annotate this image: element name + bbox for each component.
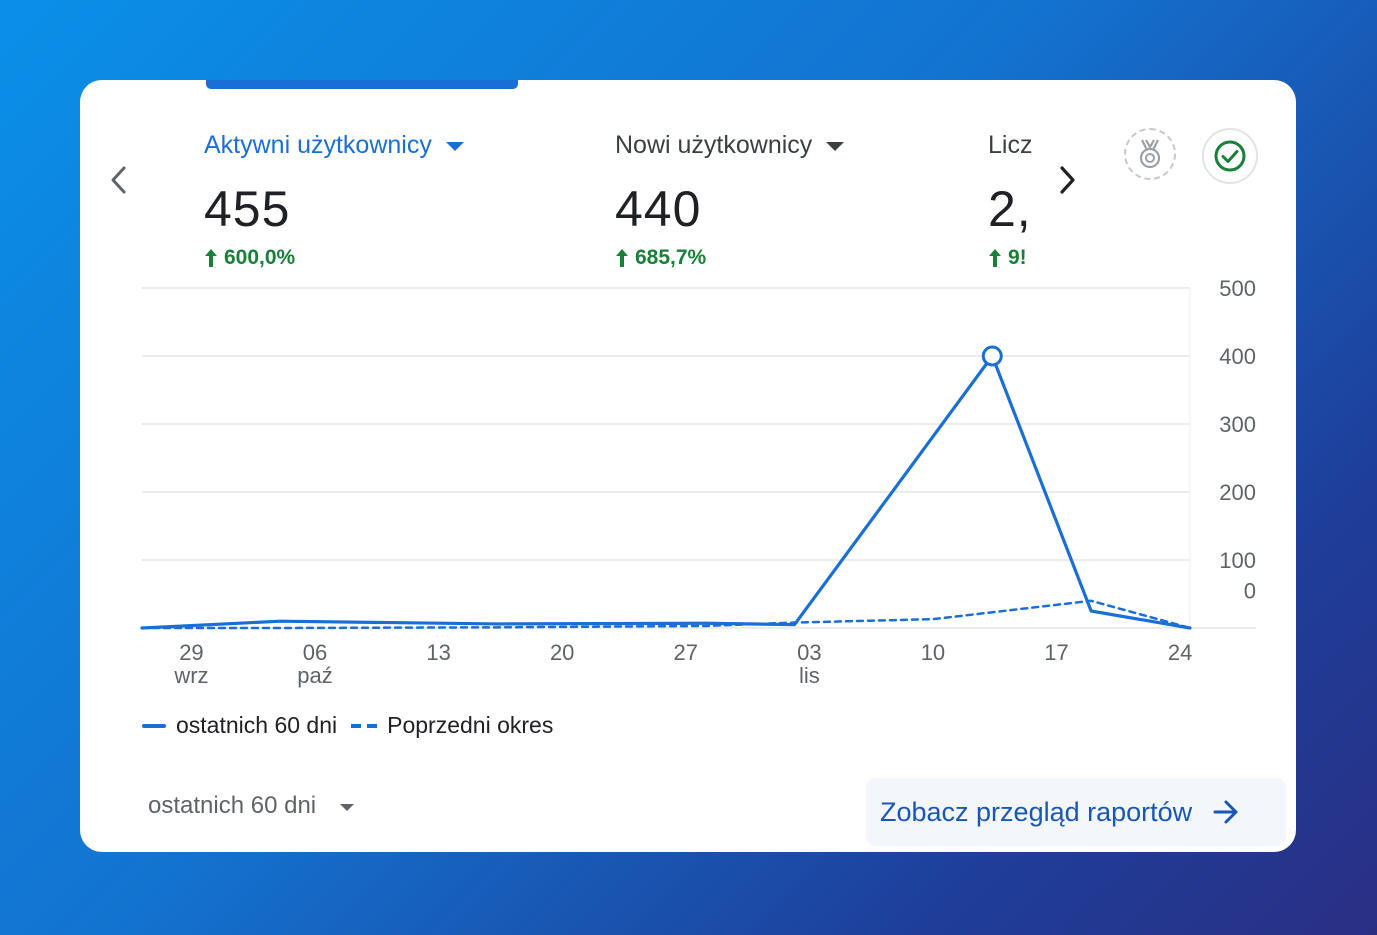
metric-value: 455 — [204, 181, 291, 237]
chevron-left-icon — [111, 166, 126, 194]
metric-change: 685,7% — [615, 246, 844, 270]
legend-item-current: ostatnich 60 dni — [142, 712, 337, 739]
medal-icon — [1139, 139, 1161, 169]
metric-label[interactable]: Nowi użytkownicy — [615, 120, 845, 170]
x-tick-label: 03 — [797, 640, 821, 665]
x-tick-label: 10 — [921, 640, 945, 665]
chevron-right-icon — [1060, 166, 1075, 194]
metric-label[interactable]: Licz — [988, 120, 1032, 170]
metric-value: 440 — [615, 181, 702, 237]
legend-label-previous: Poprzedni okres — [387, 712, 554, 738]
arrow-right-icon — [1213, 800, 1238, 824]
metric-third[interactable]: Licz 2, 9! — [988, 120, 1032, 270]
x-tick-label: 24 — [1168, 640, 1192, 665]
check-circle-icon — [1214, 140, 1246, 172]
dropdown-caret-icon[interactable] — [445, 141, 464, 151]
legend-label-current: ostatnich 60 dni — [176, 712, 338, 738]
metric-label-text: Nowi użytkownicy — [615, 130, 813, 159]
x-tick-label: 13 — [426, 640, 450, 665]
metric-new-users[interactable]: Nowi użytkownicy 440 685,7% — [615, 120, 845, 270]
period-dropdown-value: ostatnich 60 dni — [148, 792, 317, 819]
active-tab-indicator — [206, 80, 518, 89]
y-tick-label: 0 — [1244, 579, 1256, 604]
x-tick-label: 17 — [1044, 640, 1068, 665]
x-tick-month-label: lis — [799, 663, 820, 688]
legend-item-previous: Poprzedni okres — [351, 712, 553, 739]
dropdown-caret-icon — [340, 803, 355, 811]
chart-legend: ostatnich 60 dni Poprzedni okres — [142, 712, 553, 739]
legend-dashed-swatch — [351, 723, 378, 728]
arrow-up-icon — [205, 249, 217, 267]
y-tick-label: 300 — [1219, 412, 1256, 437]
metric-label[interactable]: Aktywni użytkownicy — [204, 120, 464, 170]
legend-solid-swatch — [142, 723, 166, 728]
metric-label-text: Licz — [988, 130, 1032, 159]
metric-change: 9! — [988, 246, 1032, 270]
metric-change: 600,0% — [204, 246, 464, 270]
metric-change-value: 685,7% — [635, 246, 707, 269]
previous-metrics-button[interactable] — [106, 160, 132, 200]
report-link-label: Zobacz przegląd raportów — [880, 796, 1193, 827]
highlight-data-point — [981, 345, 1003, 367]
x-tick-month-label: paź — [297, 663, 332, 688]
y-tick-label: 100 — [1219, 548, 1256, 573]
x-tick-label: 29 — [179, 640, 203, 665]
view-reports-overview-link[interactable]: Zobacz przegląd raportów — [866, 778, 1286, 846]
period-dropdown[interactable]: ostatnich 60 dni — [148, 792, 355, 820]
medal-badge-icon[interactable] — [1124, 128, 1176, 180]
check-status-button[interactable] — [1202, 128, 1258, 184]
next-metrics-button[interactable] — [1054, 160, 1080, 200]
metrics-strip: Aktywni użytkownicy 455 600,0% Nowi użyt… — [200, 120, 1032, 320]
users-overview-card: Aktywni użytkownicy 455 600,0% Nowi użyt… — [80, 80, 1296, 852]
metric-change-value: 600,0% — [224, 246, 296, 269]
metric-value: 2, — [988, 181, 1032, 237]
y-tick-label: 400 — [1219, 344, 1256, 369]
arrow-up-icon — [616, 249, 628, 267]
x-tick-month-label: wrz — [173, 663, 208, 688]
y-tick-label: 200 — [1219, 480, 1256, 505]
y-tick-label: 500 — [1219, 276, 1256, 301]
previous-period-line — [140, 599, 1192, 630]
metric-active-users[interactable]: Aktywni użytkownicy 455 600,0% — [204, 120, 464, 270]
metric-label-text: Aktywni użytkownicy — [204, 130, 432, 159]
metric-change-value: 9! — [1008, 246, 1027, 269]
x-tick-label: 06 — [303, 640, 327, 665]
dropdown-caret-icon[interactable] — [826, 141, 845, 151]
x-tick-label: 27 — [674, 640, 698, 665]
x-tick-label: 20 — [550, 640, 574, 665]
arrow-up-icon — [989, 249, 1001, 267]
